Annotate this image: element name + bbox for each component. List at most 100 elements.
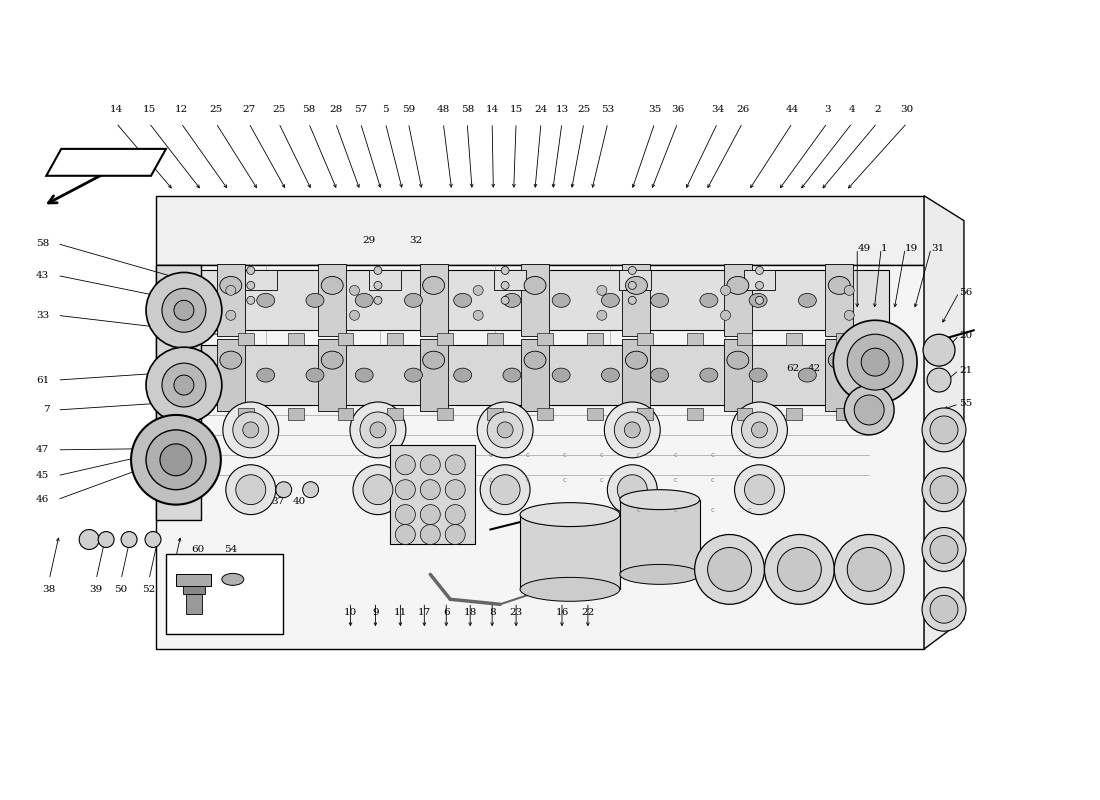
Ellipse shape (422, 351, 444, 369)
Circle shape (420, 480, 440, 500)
Bar (744, 270, 775, 290)
Text: 16: 16 (556, 608, 569, 617)
Text: c: c (562, 506, 566, 513)
Text: c: c (748, 477, 751, 482)
Text: 9: 9 (372, 608, 378, 617)
Polygon shape (520, 514, 619, 590)
Circle shape (778, 547, 822, 591)
Text: 30: 30 (901, 105, 914, 114)
Bar (494, 270, 526, 290)
Circle shape (481, 465, 530, 514)
Circle shape (395, 455, 416, 474)
Bar (537, 408, 553, 420)
Circle shape (174, 375, 194, 395)
Ellipse shape (355, 294, 373, 307)
Circle shape (131, 415, 221, 505)
Polygon shape (156, 266, 924, 649)
Polygon shape (166, 345, 889, 405)
Text: 15: 15 (509, 105, 522, 114)
Circle shape (446, 480, 465, 500)
Circle shape (707, 547, 751, 591)
Circle shape (374, 266, 382, 274)
Text: 26: 26 (736, 105, 749, 114)
Text: 42: 42 (807, 364, 821, 373)
Text: c: c (637, 477, 640, 482)
Ellipse shape (552, 368, 570, 382)
Text: 24: 24 (535, 105, 548, 114)
Ellipse shape (503, 294, 521, 307)
Bar (637, 334, 652, 345)
Ellipse shape (626, 277, 648, 294)
Circle shape (930, 476, 958, 504)
Ellipse shape (220, 351, 242, 369)
Circle shape (930, 535, 958, 563)
Circle shape (276, 482, 292, 498)
Bar (786, 408, 802, 420)
Circle shape (98, 531, 114, 547)
Text: 44: 44 (785, 105, 799, 114)
Bar (288, 408, 304, 420)
Text: 8: 8 (488, 608, 495, 617)
Circle shape (922, 468, 966, 512)
Circle shape (420, 525, 440, 545)
Circle shape (502, 296, 509, 304)
Circle shape (360, 412, 396, 448)
Bar (487, 408, 503, 420)
Circle shape (764, 534, 834, 604)
Circle shape (732, 402, 788, 458)
Circle shape (597, 310, 607, 320)
Circle shape (146, 430, 206, 490)
Text: 58: 58 (36, 239, 50, 248)
Text: 19: 19 (905, 244, 918, 253)
Text: c: c (673, 477, 678, 482)
Bar (623, 339, 650, 411)
Bar (387, 408, 404, 420)
Circle shape (302, 482, 319, 498)
Circle shape (756, 282, 763, 290)
Bar (686, 334, 703, 345)
Circle shape (756, 296, 763, 304)
Ellipse shape (799, 368, 816, 382)
Circle shape (847, 547, 891, 591)
Ellipse shape (222, 574, 244, 586)
Circle shape (160, 444, 191, 476)
Circle shape (834, 320, 917, 404)
Bar (521, 265, 549, 336)
Circle shape (162, 363, 206, 407)
Ellipse shape (626, 351, 648, 369)
Bar (238, 334, 254, 345)
Text: c: c (562, 477, 566, 482)
Ellipse shape (520, 578, 619, 602)
Bar (487, 334, 503, 345)
Text: c: c (673, 452, 678, 458)
Circle shape (930, 416, 958, 444)
Text: 58: 58 (461, 105, 474, 114)
Text: 25: 25 (209, 105, 222, 114)
Ellipse shape (828, 277, 850, 294)
Bar (288, 334, 304, 345)
Text: c: c (526, 477, 529, 482)
Ellipse shape (355, 368, 373, 382)
Circle shape (395, 505, 416, 525)
Bar (420, 339, 448, 411)
Text: 53: 53 (602, 105, 615, 114)
Bar (521, 339, 549, 411)
Ellipse shape (256, 294, 275, 307)
Circle shape (927, 368, 952, 392)
Circle shape (350, 310, 360, 320)
Text: 11: 11 (394, 608, 407, 617)
Bar (166, 554, 283, 634)
Ellipse shape (321, 277, 343, 294)
Text: 51: 51 (164, 585, 177, 594)
Ellipse shape (306, 294, 323, 307)
Text: 17: 17 (418, 608, 431, 617)
Circle shape (395, 480, 416, 500)
Text: 22: 22 (581, 608, 594, 617)
Text: 6: 6 (443, 608, 450, 617)
Circle shape (145, 531, 161, 547)
Ellipse shape (520, 502, 619, 526)
Polygon shape (156, 196, 924, 266)
Text: 57: 57 (354, 105, 367, 114)
Circle shape (597, 286, 607, 295)
Bar (825, 339, 854, 411)
